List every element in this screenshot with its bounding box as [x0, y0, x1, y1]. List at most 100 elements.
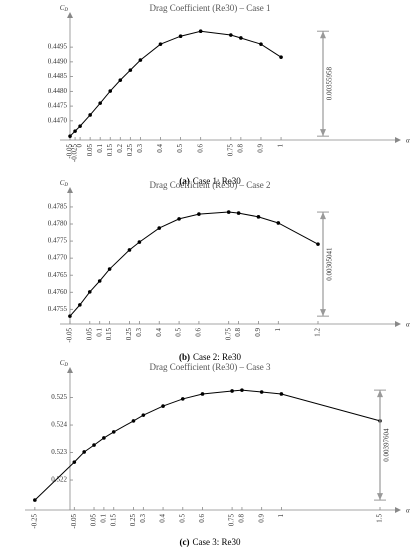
- data-point: [97, 279, 102, 283]
- x-axis-label: α: [406, 507, 410, 515]
- panel: Drag Coefficient (Re30) – Case 3 α CD 0.522…: [25, 359, 410, 547]
- x-tick-label: 0.75: [224, 328, 232, 341]
- data-point: [316, 242, 320, 246]
- data-point: [72, 460, 77, 464]
- y-tick-label: 0.4470: [48, 116, 68, 124]
- data-point: [236, 211, 241, 215]
- data-point: [68, 134, 72, 138]
- x-tick-label: 0.15: [109, 514, 117, 527]
- x-tick-label: 0.6: [196, 144, 204, 153]
- x-tick-label: 0.25: [129, 514, 137, 527]
- x-tick-label: 0.5: [178, 514, 186, 523]
- x-tick-label: 0.9: [257, 144, 265, 153]
- x-tick-label: 0.6: [198, 514, 206, 523]
- data-line: [69, 30, 282, 137]
- data-point: [256, 215, 261, 219]
- data-point: [82, 450, 86, 454]
- data-point: [161, 404, 165, 408]
- x-tick-label: 0: [76, 144, 84, 148]
- y-tick-label: 0.4495: [48, 43, 68, 51]
- x-tick-label: 0.8: [238, 514, 246, 523]
- caption-text: Case 3: Re30: [193, 537, 241, 547]
- y-tick-label: 0.4755: [48, 305, 68, 313]
- x-axis-arrow: [395, 321, 401, 327]
- x-tick-label: 0.4: [156, 144, 164, 153]
- data-point: [137, 240, 142, 244]
- data-point: [68, 314, 72, 318]
- data-point: [226, 210, 231, 214]
- y-tick-label: 0.4485: [48, 72, 68, 80]
- x-tick-label: 0.2: [116, 144, 124, 153]
- caption-label: (c): [180, 537, 190, 547]
- x-tick-label: 0.15: [105, 328, 113, 341]
- caption: (a) Case 1: Re30: [179, 176, 241, 186]
- data-point: [229, 33, 233, 37]
- data-point: [73, 129, 77, 133]
- data-point: [87, 290, 92, 294]
- y-tick-label: 0.524: [51, 421, 67, 429]
- y-tick-label: 0.4475: [48, 102, 68, 110]
- y-label-base: C: [60, 359, 65, 367]
- x-tick-label: -0.05: [70, 514, 78, 529]
- x-tick-label: 0.25: [126, 144, 134, 157]
- data-point: [259, 390, 264, 394]
- y-tick-label: 0.4775: [48, 237, 68, 245]
- x-tick-label: 0.25: [125, 328, 133, 341]
- x-tick-label: 0.3: [135, 328, 143, 337]
- x-tick-label: 1.2: [314, 328, 322, 337]
- data-point: [178, 34, 183, 39]
- y-axis-arrow: [67, 367, 73, 373]
- range-annotation: 0.00305041: [326, 247, 334, 281]
- x-tick-label: -0.025: [71, 144, 79, 163]
- data-point: [276, 221, 281, 225]
- chart-title: Drag Coefficient (Re30) – Case 3: [149, 362, 271, 372]
- x-tick-label: -0.05: [66, 144, 74, 159]
- data-point: [259, 42, 263, 46]
- caption-label: (b): [179, 352, 190, 362]
- x-axis-arrow: [395, 507, 401, 513]
- data-point: [78, 124, 82, 128]
- x-tick-label: 0.05: [90, 514, 98, 527]
- caption-text: Case 1: Re30: [193, 176, 241, 186]
- panel: Drag Coefficient (Re30) – Case 2 α CD 0.475…: [48, 179, 410, 362]
- y-label-sub: D: [63, 183, 68, 188]
- data-point: [88, 113, 92, 117]
- data-point: [131, 419, 136, 423]
- data-point: [102, 436, 106, 440]
- data-line: [69, 211, 319, 317]
- x-tick-label: 0.4: [159, 514, 167, 523]
- x-axis-arrow: [395, 137, 401, 143]
- x-tick-label: 0.05: [85, 328, 93, 341]
- caption: (b) Case 2: Re30: [179, 352, 241, 362]
- data-point: [128, 68, 133, 72]
- data-point: [279, 392, 284, 396]
- y-tick-label: 0.4780: [48, 220, 68, 228]
- data-point: [107, 267, 112, 271]
- y-tick-label: 0.523: [51, 448, 67, 456]
- data-point: [197, 212, 201, 216]
- x-tick-label: 0.75: [226, 144, 234, 157]
- data-point: [239, 36, 243, 40]
- data-point: [200, 392, 205, 396]
- y-axis-label: CD: [60, 4, 69, 14]
- x-tick-label: 0.4: [155, 328, 163, 337]
- y-tick-label: 0.525: [51, 393, 67, 401]
- x-tick-label: 0.6: [195, 328, 203, 337]
- y-tick-label: 0.4765: [48, 271, 68, 279]
- x-tick-label: 0.1: [100, 514, 108, 523]
- x-tick-label: 0.9: [257, 514, 265, 523]
- y-label-base: C: [60, 4, 65, 12]
- data-point: [198, 29, 203, 34]
- x-tick-label: 0.1: [95, 328, 103, 337]
- chart-title: Drag Coefficient (Re30) – Case 2: [149, 180, 270, 190]
- y-axis-arrow: [67, 187, 73, 193]
- x-tick-label: 0.3: [136, 144, 144, 153]
- caption-label: (a): [179, 176, 190, 186]
- y-tick-label: 0.4785: [48, 203, 68, 211]
- y-tick-label: 0.4770: [48, 254, 68, 262]
- x-tick-label: 1: [277, 514, 285, 518]
- data-point: [127, 248, 132, 252]
- data-point: [177, 217, 181, 221]
- y-tick-label: 0.4480: [48, 87, 68, 95]
- data-point: [138, 58, 143, 62]
